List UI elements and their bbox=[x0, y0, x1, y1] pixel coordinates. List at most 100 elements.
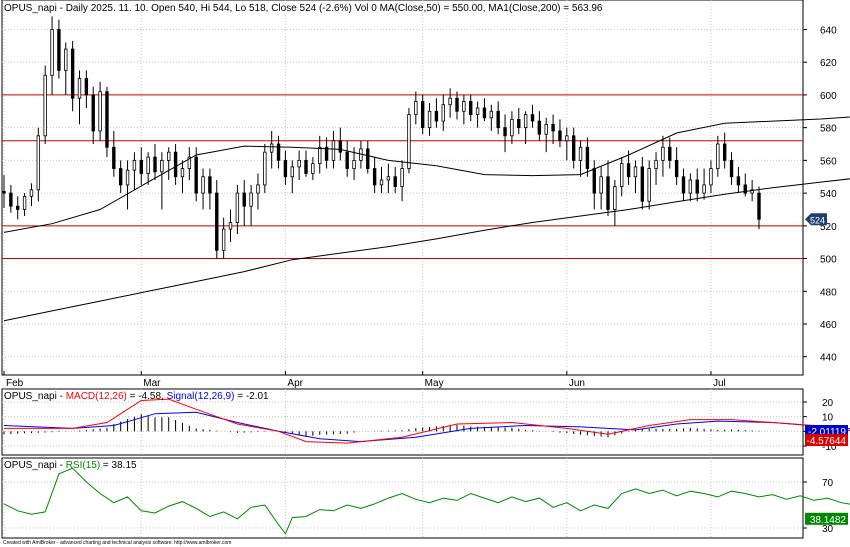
candle-body bbox=[578, 146, 583, 161]
macd-line bbox=[4, 398, 850, 444]
candle-body bbox=[118, 168, 123, 186]
x-tick-label: Jul bbox=[713, 378, 726, 389]
price-ytick-label: 440 bbox=[820, 353, 837, 364]
candle-body bbox=[98, 91, 102, 132]
candle-body bbox=[22, 195, 27, 210]
candle-body bbox=[167, 151, 171, 161]
candle-body bbox=[352, 159, 356, 169]
candle-body bbox=[146, 156, 150, 174]
candle-body bbox=[585, 146, 590, 169]
price-ytick-label: 580 bbox=[820, 124, 837, 135]
candle-body bbox=[544, 123, 548, 135]
rsi-ytick-label: 30 bbox=[822, 524, 834, 535]
candle-body bbox=[36, 135, 41, 191]
footer-text: Created with AmiBroker - advanced charti… bbox=[3, 540, 231, 546]
price-ytick-label: 520 bbox=[820, 222, 837, 233]
candle-body bbox=[393, 176, 397, 187]
candle-body bbox=[372, 168, 377, 186]
candle-body bbox=[517, 119, 521, 129]
candle-body bbox=[427, 110, 432, 129]
macd-frame bbox=[1, 388, 804, 456]
candle-body bbox=[558, 130, 562, 142]
candle-body bbox=[702, 184, 706, 194]
rsi-title-prefix: OPUS_napi - bbox=[4, 460, 66, 471]
candle-body bbox=[455, 97, 459, 112]
price-ytick-label: 620 bbox=[820, 58, 837, 69]
candle-body bbox=[757, 192, 761, 220]
x-tick-label: Mar bbox=[143, 378, 161, 389]
candle-body bbox=[420, 101, 425, 129]
macd-title-mid: = -4.58, bbox=[127, 391, 167, 402]
candle-body bbox=[551, 123, 555, 132]
price-pane: 440 460 480 500 520 540 560 580 600 620 640 Feb Mar A… bbox=[1, 0, 850, 389]
candle-body bbox=[105, 91, 109, 148]
candle-body bbox=[626, 163, 631, 178]
candle-body bbox=[379, 179, 384, 186]
price-ytick-label: 640 bbox=[820, 25, 837, 36]
candle-body bbox=[386, 176, 391, 181]
candle-body bbox=[366, 148, 370, 169]
candle-body bbox=[160, 159, 164, 173]
candle-body bbox=[729, 159, 734, 178]
macd-pane: -1001020OPUS_napi - MACD(12,26) = -4.58,… bbox=[1, 388, 850, 456]
candle-body bbox=[311, 163, 315, 174]
candle-body bbox=[290, 166, 294, 178]
macd-title-suffix: = -2.01 bbox=[234, 391, 269, 402]
candle-body bbox=[400, 168, 404, 187]
macd-ytick-label: 10 bbox=[822, 413, 834, 424]
candle-body bbox=[681, 176, 686, 194]
candle-body bbox=[263, 151, 267, 186]
candle-body bbox=[187, 156, 192, 169]
candle-body bbox=[221, 228, 226, 251]
candle-body bbox=[194, 156, 198, 194]
candle-body bbox=[180, 168, 185, 178]
candle-body bbox=[736, 176, 741, 186]
candle-body bbox=[91, 94, 95, 132]
macd-title: OPUS_napi - MACD(12,26) = -4.58, Signal(… bbox=[4, 391, 269, 402]
rsi-pane: 30 70 OPUS_napi - RSI(15) = 38.15 38.1482 bbox=[1, 457, 850, 539]
price-ytick-label: 540 bbox=[820, 189, 837, 200]
candle-body bbox=[16, 205, 20, 210]
candle-body bbox=[173, 151, 178, 178]
macd-title-prefix: OPUS_napi - bbox=[4, 391, 66, 402]
candle-body bbox=[125, 169, 130, 186]
candle-body bbox=[215, 192, 219, 251]
candle-body bbox=[688, 179, 693, 194]
candle-body bbox=[153, 156, 157, 173]
candle-body bbox=[276, 143, 281, 161]
candle-body bbox=[2, 191, 6, 194]
candle-body bbox=[599, 176, 603, 194]
candle-body bbox=[510, 119, 514, 137]
macd-ytick-label: 20 bbox=[822, 398, 834, 409]
candle-body bbox=[338, 140, 343, 153]
candle-body bbox=[50, 29, 54, 76]
rsi-frame bbox=[1, 457, 804, 539]
candle-body bbox=[613, 186, 617, 210]
candle-body bbox=[414, 101, 418, 115]
candle-body bbox=[537, 120, 542, 135]
candle-body bbox=[716, 143, 720, 169]
candle-body bbox=[592, 168, 596, 194]
candle-body bbox=[57, 29, 61, 71]
rsi-ytick-label: 70 bbox=[822, 478, 834, 489]
ma-200-line bbox=[3, 178, 850, 322]
candle-body bbox=[503, 127, 507, 137]
price-ytick-label: 600 bbox=[820, 91, 837, 102]
candle-body bbox=[249, 192, 253, 207]
candle-body bbox=[324, 146, 329, 161]
macd-title-macd: MACD(12,26) bbox=[66, 391, 127, 402]
candle-body bbox=[654, 159, 658, 169]
x-tick-label: Feb bbox=[6, 378, 24, 389]
rsi-title: OPUS_napi - RSI(15) = 38.15 bbox=[4, 460, 137, 471]
candle-body bbox=[722, 143, 727, 161]
candle-body bbox=[29, 189, 34, 197]
last-price-tag: 524 bbox=[810, 215, 825, 225]
candle-body bbox=[84, 78, 89, 96]
candle-body bbox=[668, 146, 672, 161]
candle-body bbox=[496, 110, 500, 129]
price-title: OPUS_napi - Daily 2025. 11. 10. Open 540… bbox=[4, 3, 603, 14]
candle-body bbox=[283, 159, 288, 178]
candle-body bbox=[475, 107, 480, 115]
macd-value-tag: -4.57644 bbox=[807, 436, 847, 447]
